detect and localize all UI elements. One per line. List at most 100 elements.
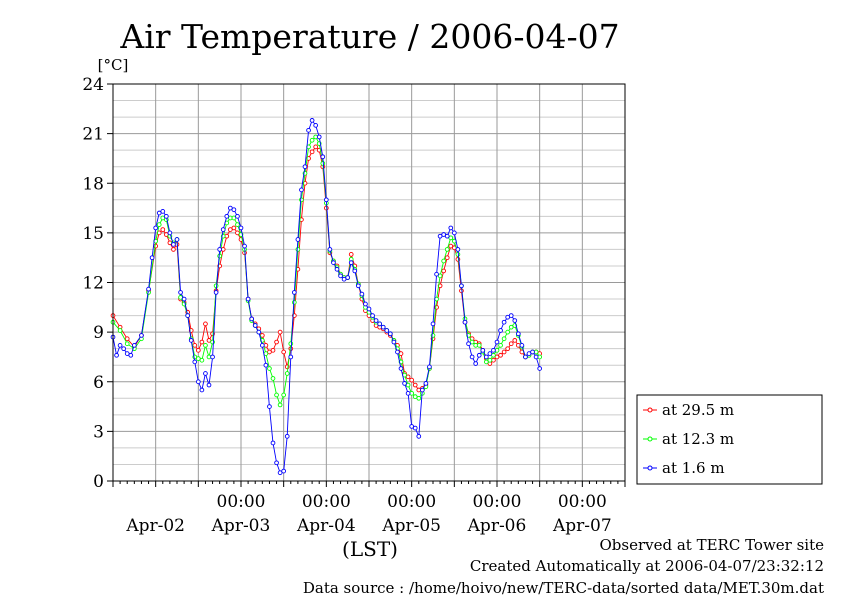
data-point <box>139 333 144 338</box>
data-point <box>416 433 422 439</box>
x-time-label: 00:00 <box>473 492 522 512</box>
data-point <box>235 213 240 219</box>
data-point <box>395 349 400 355</box>
data-point <box>427 364 432 370</box>
x-time-label: 00:00 <box>558 492 607 512</box>
x-time-label: 00:00 <box>217 492 266 512</box>
data-point <box>327 247 333 252</box>
data-point <box>345 275 351 280</box>
data-point <box>480 347 486 353</box>
data-point <box>505 346 511 352</box>
data-point <box>206 382 212 388</box>
y-tick-label: 0 <box>93 472 104 492</box>
data-point <box>302 164 308 170</box>
data-point <box>281 468 287 474</box>
data-point <box>146 286 151 292</box>
data-point <box>117 328 123 333</box>
data-point <box>270 440 276 446</box>
grid-lines <box>112 83 626 482</box>
data-point <box>195 347 201 353</box>
data-point <box>291 300 297 305</box>
legend-swatch-marker <box>647 465 653 471</box>
data-point <box>355 283 361 289</box>
data-point <box>256 329 262 335</box>
y-tick-label: 18 <box>82 174 104 194</box>
legend-swatch-marker <box>647 407 653 413</box>
data-point <box>284 433 290 439</box>
data-point <box>508 313 514 318</box>
data-point <box>473 361 479 366</box>
data-point <box>263 362 269 368</box>
data-point <box>281 392 287 398</box>
data-point <box>121 346 127 352</box>
data-point <box>423 381 429 386</box>
x-time-label: 00:00 <box>302 492 351 512</box>
data-point <box>167 230 173 236</box>
data-point <box>441 268 447 274</box>
legend-swatch-marker <box>647 436 653 442</box>
data-point <box>114 352 119 358</box>
data-point <box>277 402 283 408</box>
x-date-label: Apr-07 <box>552 516 612 536</box>
y-tick-label: 24 <box>82 75 104 95</box>
data-point <box>331 260 336 265</box>
y-tick-label: 15 <box>82 224 104 244</box>
data-point <box>380 324 386 330</box>
data-point <box>519 343 525 348</box>
data-point <box>309 137 315 143</box>
x-date-label: Apr-06 <box>467 516 527 536</box>
data-point <box>441 258 447 264</box>
x-time-label: 00:00 <box>387 492 436 512</box>
y-axis-unit-label: [°C] <box>98 56 129 74</box>
legend: at 29.5 m at 12.3 m at 1.6 m <box>636 394 823 485</box>
data-point <box>203 321 208 327</box>
data-point <box>320 154 326 160</box>
data-point <box>199 357 205 363</box>
data-point <box>203 371 208 376</box>
data-point <box>171 247 176 252</box>
data-point <box>192 359 198 365</box>
data-point <box>444 255 450 261</box>
data-point <box>444 233 450 239</box>
y-tick-label: 12 <box>82 274 104 294</box>
data-point <box>124 336 130 342</box>
data-point <box>220 227 226 232</box>
data-point <box>348 252 354 257</box>
data-point <box>288 341 294 347</box>
data-point <box>238 225 244 231</box>
data-point <box>366 306 372 312</box>
data-point <box>402 381 407 386</box>
data-point <box>295 247 301 252</box>
data-point <box>391 339 397 345</box>
data-point <box>153 225 159 231</box>
data-point <box>306 127 311 133</box>
data-point <box>117 343 123 348</box>
data-point <box>288 354 294 360</box>
data-point <box>171 242 176 247</box>
data-point <box>476 352 482 358</box>
data-point <box>267 366 272 371</box>
data-point <box>476 343 482 348</box>
data-point <box>185 313 191 318</box>
y-tick-label: 9 <box>93 323 104 343</box>
data-point <box>252 323 258 328</box>
data-point <box>235 222 240 227</box>
plot-frame <box>112 83 626 482</box>
data-point <box>512 338 518 343</box>
data-point <box>295 237 301 242</box>
data-point <box>309 118 315 123</box>
data-point <box>405 390 411 396</box>
data-point <box>412 425 418 431</box>
data-point <box>199 339 205 345</box>
data-point <box>128 352 134 358</box>
legend-box <box>636 394 823 485</box>
data-point <box>313 123 319 128</box>
y-tick-label: 3 <box>93 422 104 442</box>
data-point <box>430 321 436 327</box>
data-point <box>348 260 354 265</box>
legend-label: at 1.6 m <box>662 459 725 477</box>
data-point <box>274 339 279 345</box>
data-point <box>384 328 390 333</box>
data-point <box>487 351 493 356</box>
data-point <box>316 134 322 140</box>
